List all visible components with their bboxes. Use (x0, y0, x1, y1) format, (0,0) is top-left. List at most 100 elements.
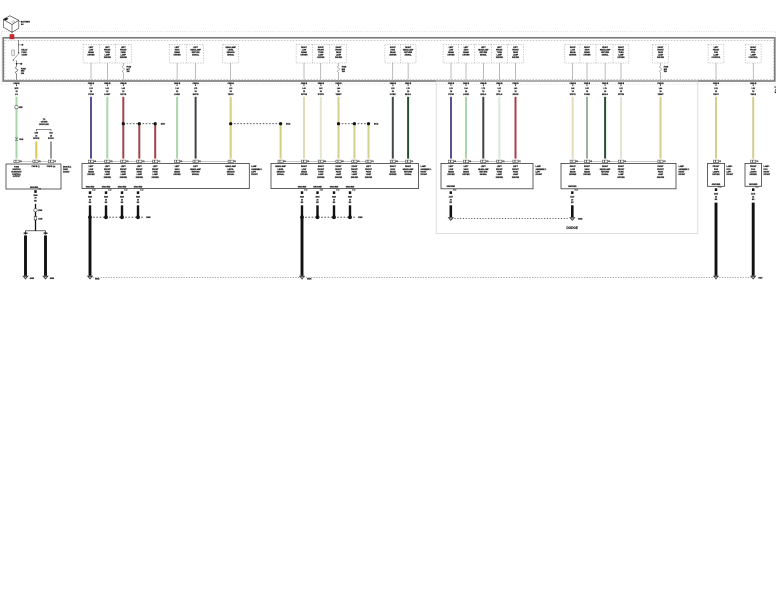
svg-text:1: 1 (482, 161, 483, 163)
svg-text:LAMP: LAMP (536, 165, 542, 168)
svg-text:ASSEMBLY-: ASSEMBLY- (251, 168, 262, 171)
svg-text:LAMP: LAMP (121, 173, 127, 176)
svg-text:SIGNAL: SIGNAL (277, 173, 285, 176)
svg-text:HIGH: HIGH (464, 169, 469, 171)
svg-text:SENSOR: SENSOR (277, 172, 286, 174)
svg-text:SIGNAL: SIGNAL (405, 54, 413, 57)
svg-text:L61: L61 (498, 88, 501, 90)
svg-text:DRIVER: DRIVER (389, 55, 397, 57)
svg-text:SIGNAL: SIGNAL (405, 173, 413, 176)
svg-text:TURN: TURN (318, 172, 324, 174)
svg-text:Z924: Z924 (120, 195, 124, 198)
svg-text:TURN: TURN (318, 52, 324, 54)
svg-text:LOW: LOW (302, 50, 307, 52)
svg-text:C1: C1 (94, 161, 96, 163)
svg-text:BK: BK (89, 202, 92, 204)
svg-text:PARK: PARK (153, 171, 159, 174)
svg-text:GROUND: GROUND (118, 186, 127, 188)
svg-text:BEAM: BEAM (463, 171, 469, 174)
svg-text:PARK: PARK (513, 51, 519, 54)
svg-text:YE/LB: YE/LB (750, 94, 756, 96)
svg-text:C1: C1 (469, 161, 471, 163)
svg-text:BEAM: BEAM (448, 171, 454, 174)
svg-text:G302: G302 (578, 218, 582, 220)
svg-text:RIGHT: RIGHT (405, 47, 412, 49)
svg-text:LAMP: LAMP (751, 54, 757, 57)
svg-text:20: 20 (450, 199, 452, 201)
svg-text:Z145: Z145 (751, 192, 755, 195)
svg-text:20: 20 (89, 199, 91, 201)
svg-text:PARK: PARK (658, 171, 664, 174)
svg-text:BK: BK (34, 201, 37, 203)
svg-text:1: 1 (138, 161, 139, 163)
svg-text:HEADLAMP: HEADLAMP (403, 168, 414, 171)
svg-text:BEAM: BEAM (584, 171, 590, 174)
svg-text:YE/WT: YE/WT (336, 94, 343, 96)
svg-text:4 C2: 4 C2 (140, 189, 143, 192)
svg-text:C862-B: C862-B (192, 83, 199, 85)
svg-text:L43: L43 (122, 87, 125, 90)
svg-text:RD/YE: RD/YE (513, 94, 520, 96)
svg-text:18: 18 (90, 91, 92, 93)
svg-text:Z924: Z924 (348, 195, 352, 198)
svg-text:C1: C1 (143, 161, 145, 163)
svg-text:1: 1 (367, 161, 368, 163)
svg-text:1: 1 (659, 161, 660, 163)
svg-text:15A: 15A (664, 70, 668, 73)
svg-text:RETURN: RETURN (479, 52, 487, 54)
svg-text:C862-B: C862-B (390, 83, 397, 85)
svg-text:20: 20 (121, 199, 123, 201)
svg-text:M18: M18 (342, 69, 345, 71)
svg-text:BEAM: BEAM (448, 51, 454, 54)
svg-text:LEFT: LEFT (449, 47, 454, 49)
svg-text:1: 1 (154, 161, 155, 163)
svg-text:TO: TO (43, 119, 46, 121)
svg-text:C108: C108 (19, 139, 23, 141)
svg-text:S110: S110 (161, 124, 165, 126)
svg-text:C1: C1 (454, 161, 456, 163)
svg-text:C1: C1 (54, 161, 56, 163)
svg-text:RIGHT: RIGHT (405, 166, 412, 168)
svg-text:LEFT: LEFT (481, 47, 486, 49)
svg-text:CONTROL: CONTROL (711, 57, 721, 59)
svg-text:9: 9 (195, 85, 196, 87)
svg-text:18: 18 (498, 91, 500, 93)
svg-text:FRONT: FRONT (512, 50, 519, 52)
svg-text:WT/GY: WT/GY (48, 138, 55, 140)
svg-text:BATTERY: BATTERY (21, 20, 31, 23)
svg-text:C862-B: C862-B (335, 83, 342, 85)
svg-text:SIGNAL: SIGNAL (227, 173, 235, 176)
svg-text:RETURN: RETURN (192, 52, 200, 54)
svg-text:RIGHT: RIGHT (658, 166, 665, 168)
svg-text:GROUND: GROUND (102, 186, 111, 188)
svg-text:FRONT: FRONT (318, 169, 325, 171)
svg-text:FRONT: FRONT (496, 169, 503, 171)
svg-text:Z908: Z908 (38, 210, 42, 212)
svg-text:C1: C1 (503, 161, 505, 163)
svg-text:BK/LG: BK/LG (480, 94, 486, 96)
svg-text:18: 18 (392, 91, 394, 93)
svg-text:GY/BK: GY/BK (584, 94, 591, 96)
svg-text:DRIVER: DRIVER (174, 55, 182, 57)
svg-text:18: 18 (106, 91, 108, 93)
svg-text:TURN: TURN (618, 52, 624, 54)
svg-text:HEADLAMP: HEADLAMP (600, 168, 611, 171)
svg-text:PARK: PARK (658, 51, 664, 54)
svg-text:C1: C1 (307, 161, 309, 163)
svg-text:HIGH: HIGH (390, 50, 395, 52)
svg-text:RIGHT: RIGHT (570, 47, 577, 49)
svg-text:LEFT: LEFT (497, 166, 503, 168)
svg-text:HEADLAMP: HEADLAMP (478, 168, 489, 171)
svg-text:DRIVER: DRIVER (447, 174, 455, 176)
svg-text:RIGHT: RIGHT (750, 47, 757, 49)
svg-text:BEAM: BEAM (390, 171, 396, 174)
svg-text:LEFT: LEFT (449, 166, 455, 168)
svg-text:LOW: LOW (89, 169, 94, 171)
svg-text:C862-B: C862-B (512, 83, 519, 85)
svg-text:LAMP: LAMP (105, 54, 111, 57)
svg-text:1: 1 (715, 161, 716, 163)
svg-text:S300: S300 (146, 217, 150, 219)
svg-text:BK/LG: BK/LG (602, 94, 608, 96)
svg-text:PARK: PARK (366, 171, 372, 174)
svg-text:L40: L40 (302, 87, 305, 90)
